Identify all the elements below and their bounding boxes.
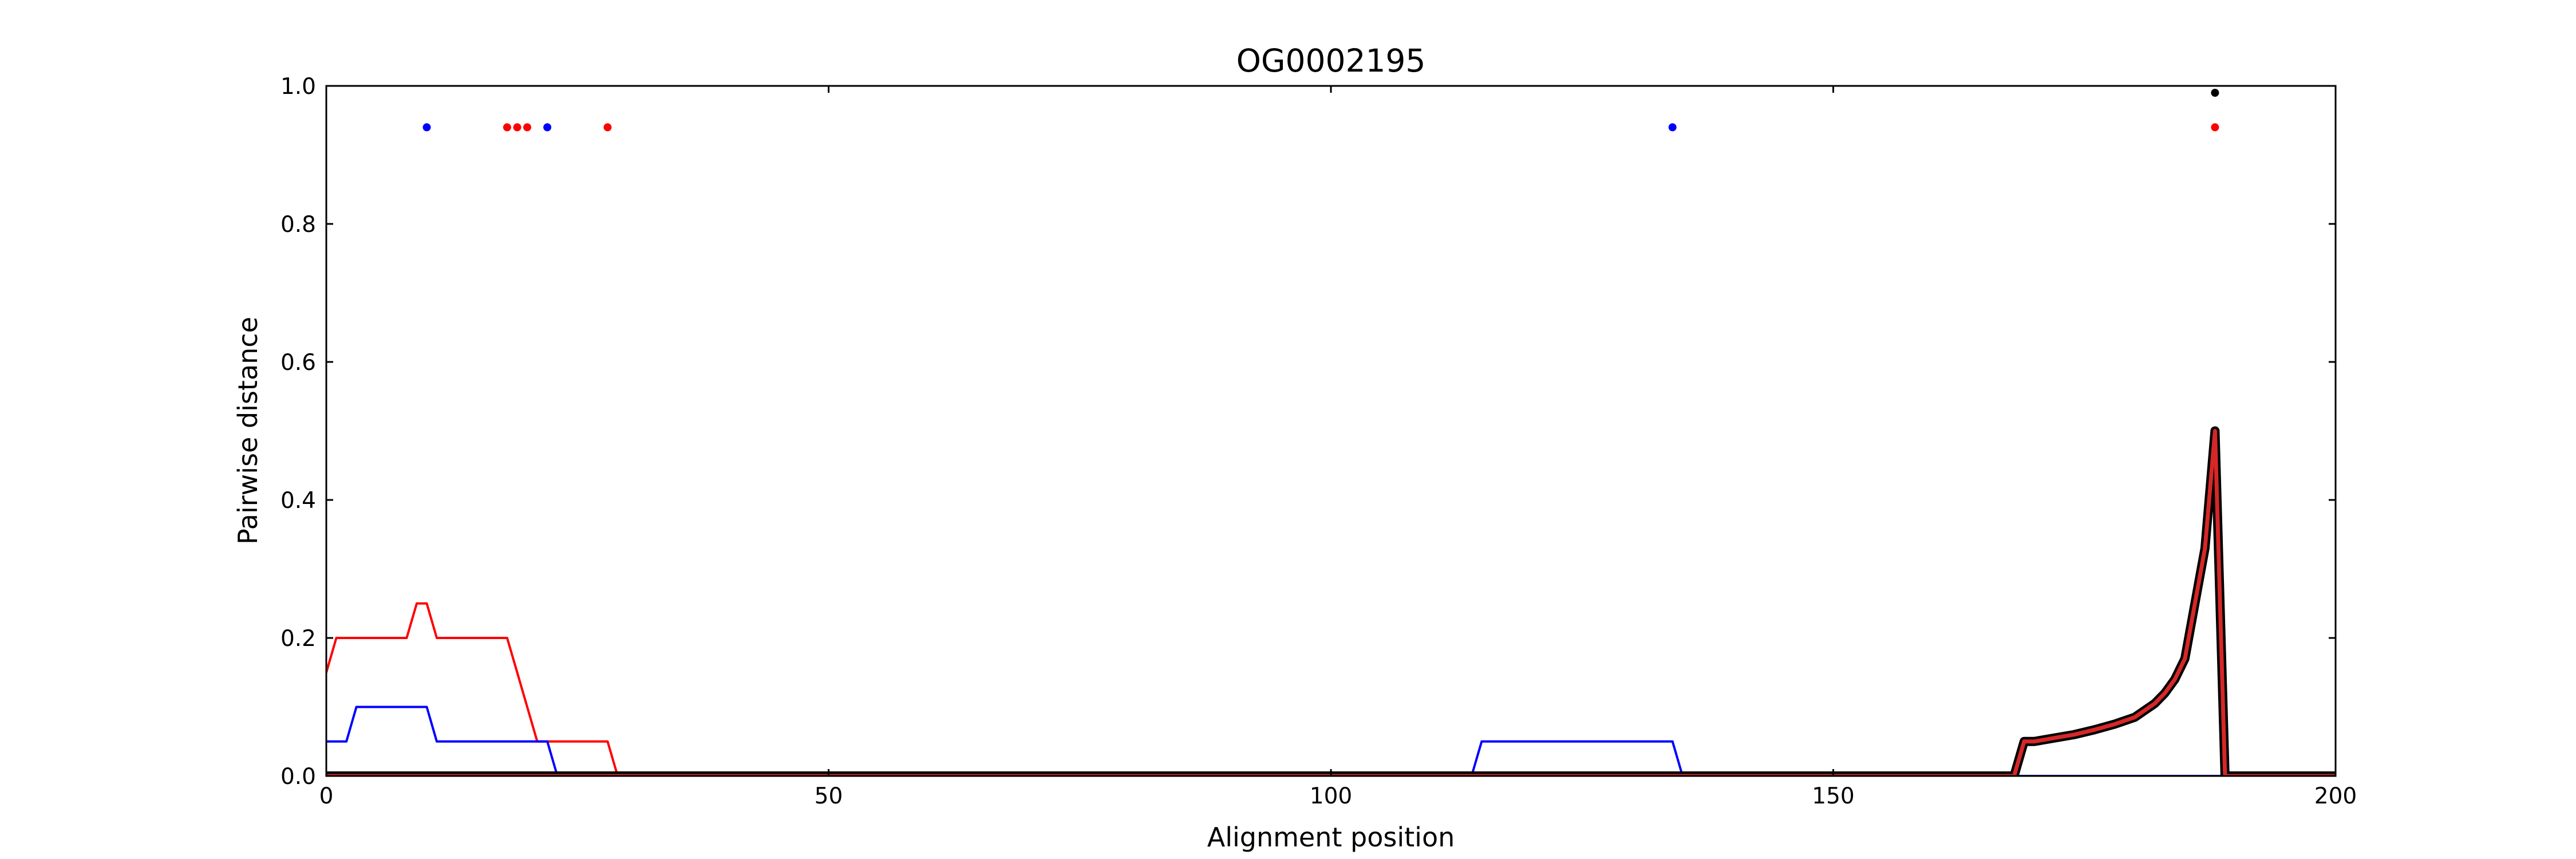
x-tick-label: 50 xyxy=(815,783,843,809)
data-point xyxy=(513,123,521,132)
chart-title: OG0002195 xyxy=(1236,42,1426,79)
data-point xyxy=(603,123,612,132)
series-line-4 xyxy=(326,429,2336,776)
series-layer xyxy=(326,426,2336,776)
x-tick-label: 100 xyxy=(1310,783,1352,809)
x-tick-label: 200 xyxy=(2314,783,2357,809)
series-line-1 xyxy=(326,602,2336,776)
data-point xyxy=(503,123,511,132)
x-tick-label: 0 xyxy=(319,783,334,809)
y-axis-title: Pairwise distance xyxy=(232,317,263,545)
y-tick-label: 0.4 xyxy=(280,488,316,514)
marker-layer xyxy=(422,89,2219,132)
tick-layer: 0 50 100 150 200 0.0 0.2 0.4 0.6 0.8 1.0 xyxy=(280,74,2357,809)
x-axis-title: Alignment position xyxy=(1207,822,1455,853)
data-point xyxy=(1668,123,1677,132)
data-point xyxy=(543,123,552,132)
y-tick-label: 0.0 xyxy=(280,764,316,790)
data-point xyxy=(2211,123,2219,132)
data-point xyxy=(2211,89,2219,97)
y-tick-label: 1.0 xyxy=(280,74,316,100)
data-point xyxy=(523,123,531,132)
y-tick-label: 0.6 xyxy=(280,350,316,376)
y-tick-label: 0.8 xyxy=(280,212,316,238)
y-tick-label: 0.2 xyxy=(280,626,316,652)
data-point xyxy=(422,123,431,132)
series-line-2 xyxy=(326,706,2336,776)
x-tick-label: 150 xyxy=(1812,783,1854,809)
